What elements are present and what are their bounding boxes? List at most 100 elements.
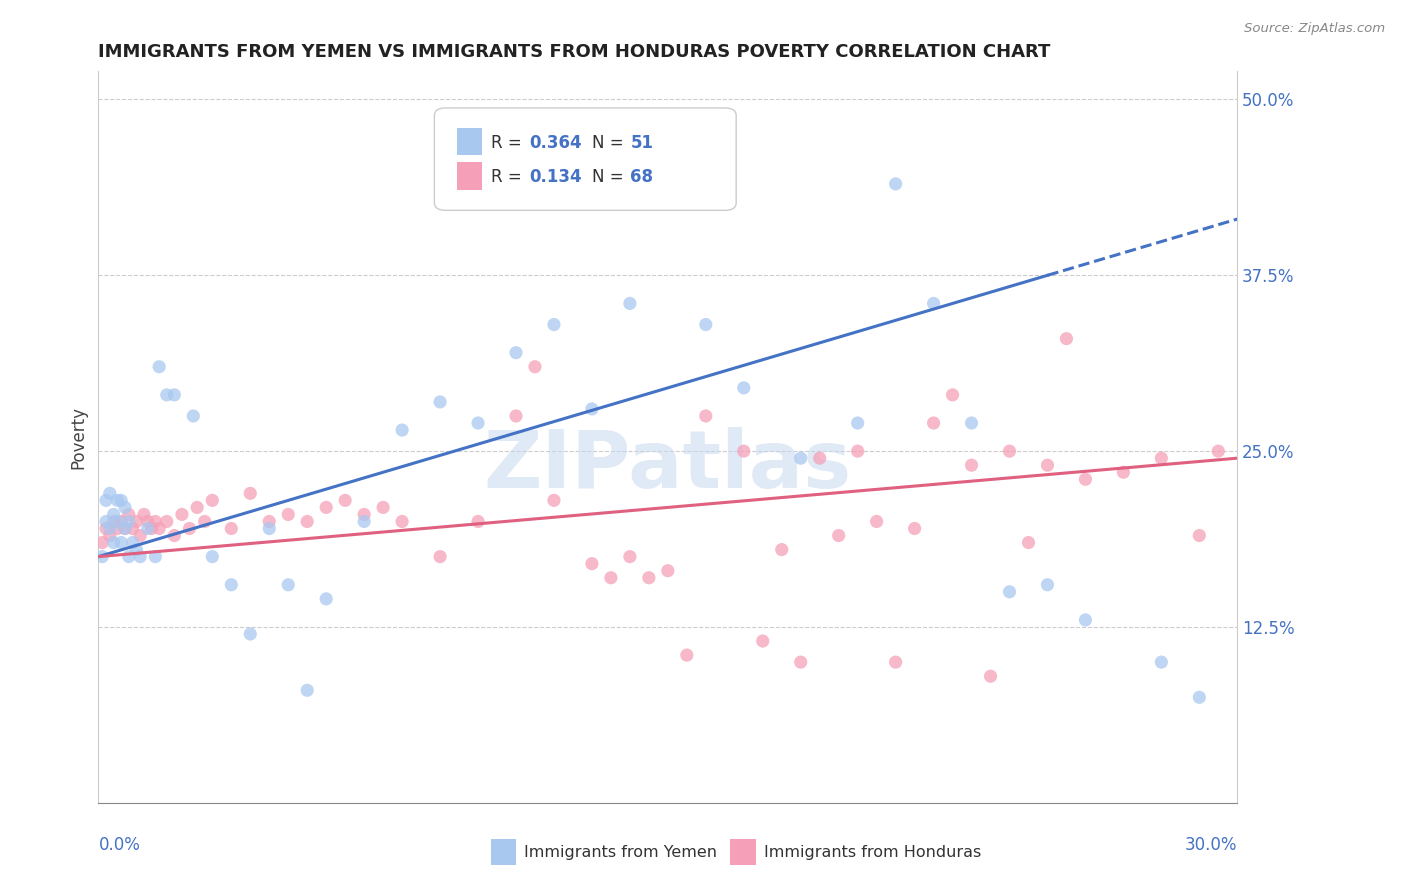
Point (103, 535, 125, 549)
Text: 0.0%: 0.0% (98, 836, 141, 854)
Point (114, 500, 136, 515)
Point (277, 578, 299, 592)
Point (960, 458, 983, 473)
Point (98, 521, 121, 535)
Point (846, 444, 869, 458)
Point (121, 535, 143, 549)
Point (998, 584, 1021, 599)
Point (695, 409, 717, 423)
Point (638, 571, 661, 585)
Point (110, 535, 132, 549)
Point (1074, 472, 1097, 486)
Point (884, 655, 907, 669)
Point (186, 500, 208, 515)
Point (259, 521, 281, 535)
Text: N =: N = (592, 169, 628, 186)
Point (91, 535, 114, 549)
Point (201, 493, 224, 508)
Point (118, 508, 141, 522)
Text: Immigrants from Honduras: Immigrants from Honduras (763, 845, 981, 860)
Point (194, 515, 217, 529)
Point (315, 500, 337, 515)
Point (391, 515, 413, 529)
Point (114, 521, 136, 535)
FancyBboxPatch shape (457, 128, 482, 155)
FancyBboxPatch shape (457, 162, 482, 190)
Point (543, 318, 565, 332)
Text: Immigrants from Yemen: Immigrants from Yemen (524, 845, 717, 860)
Point (676, 648, 699, 662)
Point (467, 416, 489, 430)
Point (136, 515, 159, 529)
Point (1018, 535, 1040, 549)
Point (1036, 458, 1059, 473)
Point (600, 571, 623, 585)
Point (543, 493, 565, 508)
Point (110, 515, 132, 529)
Point (619, 296, 641, 310)
Point (103, 508, 125, 522)
Point (107, 493, 129, 508)
Point (619, 549, 641, 564)
Point (148, 359, 170, 374)
Point (239, 486, 262, 500)
Point (960, 416, 983, 430)
Point (1208, 444, 1230, 458)
Point (221, 578, 243, 592)
Point (335, 493, 357, 508)
Point (1188, 690, 1211, 705)
Point (1150, 451, 1173, 466)
Point (1188, 528, 1211, 542)
Point (770, 542, 793, 557)
Point (297, 515, 319, 529)
Point (163, 388, 186, 402)
Point (733, 381, 755, 395)
Point (145, 549, 167, 564)
Point (91, 549, 114, 564)
Point (808, 451, 831, 466)
Point (107, 515, 129, 529)
Point (1074, 613, 1097, 627)
Point (297, 683, 319, 698)
Point (524, 359, 547, 374)
Y-axis label: Poverty: Poverty (69, 406, 87, 468)
Point (156, 515, 179, 529)
Point (353, 508, 375, 522)
Point (125, 515, 148, 529)
Point (1150, 655, 1173, 669)
Point (179, 521, 201, 535)
Point (129, 549, 152, 564)
Point (121, 521, 143, 535)
Point (129, 528, 152, 542)
Point (156, 388, 179, 402)
Point (429, 549, 451, 564)
Point (114, 521, 136, 535)
Point (752, 634, 775, 648)
Text: 51: 51 (630, 134, 654, 152)
Point (132, 508, 155, 522)
Point (259, 515, 281, 529)
Point (733, 444, 755, 458)
Point (657, 564, 679, 578)
Point (170, 508, 193, 522)
Point (94, 493, 117, 508)
Text: R =: R = (491, 169, 527, 186)
Point (94, 515, 117, 529)
Point (141, 521, 163, 535)
Point (790, 451, 813, 466)
Text: 0.364: 0.364 (529, 134, 582, 152)
FancyBboxPatch shape (491, 839, 516, 865)
Point (467, 515, 489, 529)
Point (1056, 332, 1078, 346)
Point (136, 521, 159, 535)
Point (353, 515, 375, 529)
Point (505, 345, 527, 359)
Point (94, 521, 117, 535)
Text: R =: R = (491, 134, 527, 152)
Point (239, 627, 262, 641)
Point (98, 486, 121, 500)
Point (979, 669, 1001, 683)
Point (391, 423, 413, 437)
Point (998, 444, 1021, 458)
Text: 0.134: 0.134 (529, 169, 582, 186)
